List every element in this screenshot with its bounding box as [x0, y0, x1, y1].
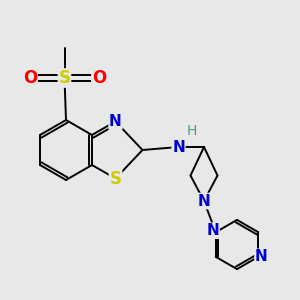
Text: O: O	[23, 69, 37, 87]
Text: N: N	[206, 223, 219, 238]
Text: N: N	[255, 249, 268, 264]
Text: N: N	[172, 140, 185, 154]
Text: N: N	[198, 194, 210, 208]
Text: S: S	[58, 69, 70, 87]
Text: N: N	[109, 114, 122, 129]
Text: O: O	[92, 69, 106, 87]
Text: S: S	[110, 169, 122, 188]
Text: H: H	[187, 124, 197, 137]
